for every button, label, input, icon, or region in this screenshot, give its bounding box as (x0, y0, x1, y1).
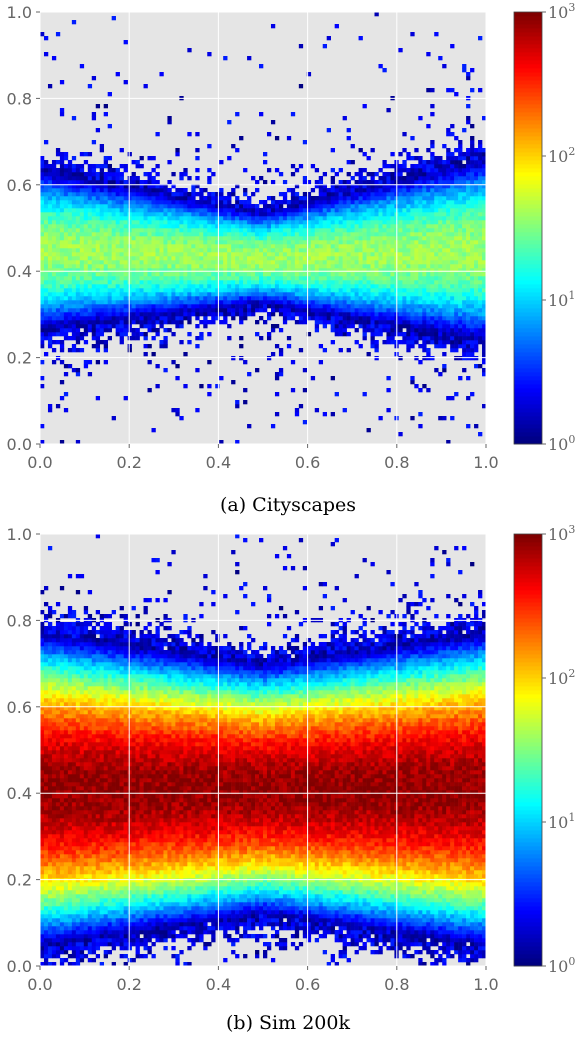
cityscapes-y-tick-label: 0.0 (7, 435, 32, 454)
cityscapes-x-tick-label: 0.0 (27, 453, 52, 472)
cityscapes-x-tick-label: 0.8 (384, 453, 409, 472)
sim-200k-x-tick-label: 0.8 (384, 975, 409, 994)
cityscapes-colorbar-tick-label: 100 (548, 433, 575, 454)
cityscapes-x-tick-label: 0.4 (206, 453, 231, 472)
cityscapes-y-tick-label: 0.6 (7, 176, 32, 195)
sim-200k-y-tick-label: 1.0 (7, 525, 32, 544)
cityscapes-colorbar-tick-label: 102 (548, 145, 575, 166)
sim-200k-heatmap-cells (40, 534, 487, 967)
cityscapes-x-tick-label: 1.0 (473, 453, 498, 472)
sim-200k-colorbar-tick-label: 101 (548, 811, 575, 832)
sim-200k-y-tick-label: 0.6 (7, 698, 32, 717)
sim-200k-y-tick-label: 0.2 (7, 871, 32, 890)
cityscapes-y-tick-label: 0.8 (7, 89, 32, 108)
sim-200k-colorbar-tick-label: 102 (548, 667, 575, 688)
cityscapes-colorbar: 100 101 102 103 (513, 1, 575, 454)
sim-200k-colorbar-tick-label: 100 (548, 955, 575, 976)
sim-200k-y-tick-label: 0.8 (7, 611, 32, 630)
sim-200k-colorbar-tick-label: 103 (548, 523, 575, 544)
cityscapes-y-tick-label: 0.4 (7, 262, 32, 281)
sim-200k-y-tick-label: 0.4 (7, 784, 32, 803)
chart-caption-sim-200k: (b) Sim 200k (226, 1012, 350, 1034)
sim-200k-colorbar: 100 101 102 103 (513, 523, 575, 976)
cityscapes-grid (39, 11, 487, 445)
cityscapes-x-tick-label: 0.6 (295, 453, 320, 472)
sim-200k-y-tick-label: 0.0 (7, 957, 32, 976)
cityscapes-colorbar-tick-label: 103 (548, 1, 575, 22)
cityscapes-x-tick-label: 0.2 (116, 453, 141, 472)
cityscapes-y-tick-label: 0.2 (7, 349, 32, 368)
chart-panel-sim-200k: 0.0 0.2 0.4 0.6 0.8 1.0 0.0 0.2 0.4 0.6 0.8 1.0 100 1… (0, 522, 576, 1040)
sim-200k-x-tick-label: 0.6 (295, 975, 320, 994)
cityscapes-colorbar-tick-label: 101 (548, 289, 575, 310)
chart-caption-cityscapes: (a) Cityscapes (219, 494, 357, 516)
chart-svg-cityscapes: 0.0 0.2 0.4 0.6 0.8 1.00.00.20.40.60.81.01001… (7, 1, 576, 472)
chart-panel-cityscapes: 0.0 0.2 0.4 0.6 0.8 1.0 0.0 0.2 0.4 0.6 0.8 1.0 100 1… (7, 1, 576, 472)
sim-200k-x-tick-label: 0.4 (206, 975, 231, 994)
chart-svg-sim-200k: 0.0 0.2 0.4 0.6 0.8 1.00.00.20.40.60.81.01001… (7, 523, 576, 994)
sim-200k-x-tick-label: 0.0 (27, 975, 52, 994)
sim-200k-x-tick-label: 0.2 (116, 975, 141, 994)
sim-200k-grid (39, 533, 487, 967)
sim-200k-x-tick-label: 1.0 (473, 975, 498, 994)
cityscapes-y-tick-label: 1.0 (7, 3, 32, 22)
